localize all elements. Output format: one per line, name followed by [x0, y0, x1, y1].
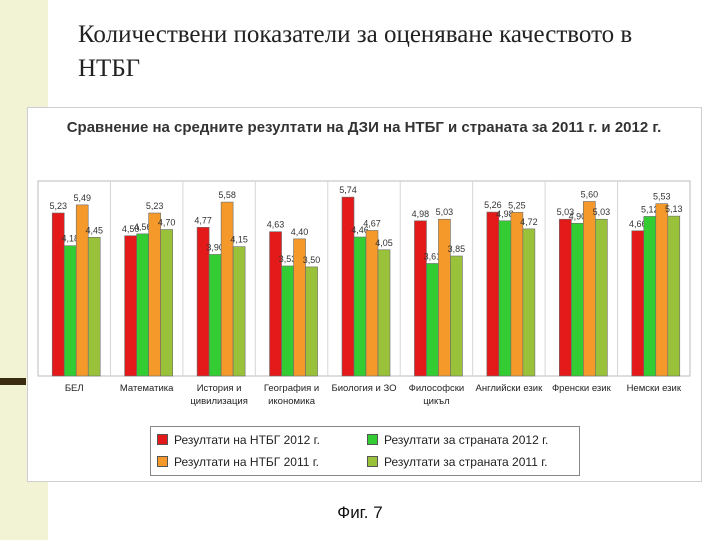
legend-item-ntbg-2011: Резултати на НТБГ 2011 г.: [157, 455, 319, 469]
data-label-country-2011: 4,72: [520, 217, 538, 227]
bar-country-2011: [377, 249, 391, 377]
slide-accent-bar: [0, 378, 26, 385]
legend-item-country-2012: Резултати за страната 2012 г.: [367, 433, 548, 447]
bar-country-2012: [136, 233, 149, 377]
legend-swatch-ntbg-2011: [157, 456, 168, 467]
bar-country-2011: [595, 218, 608, 377]
bar-country-2012: [281, 265, 294, 377]
bar-country-2011: [232, 246, 246, 377]
bar-ntbg-2011: [510, 212, 524, 377]
bar-country-2011: [87, 237, 101, 377]
chart-title: Сравнение на средните резултати на ДЗИ н…: [66, 119, 662, 136]
bar-ntbg-2012: [124, 235, 137, 377]
data-label-ntbg-2012: 4,98: [412, 209, 430, 219]
category-label: Философски: [409, 383, 465, 394]
data-label-ntbg-2011: 5,03: [436, 207, 454, 217]
data-label-ntbg-2012: 4,66: [629, 219, 647, 229]
bar-country-2012: [643, 216, 657, 377]
chart-legend: Резултати на НТБГ 2012 г. Резултати за с…: [150, 426, 580, 476]
bar-ntbg-2011: [148, 212, 161, 377]
data-label-country-2012: 3,90: [206, 242, 224, 252]
bar-country-2011: [667, 215, 681, 377]
data-label-ntbg-2012: 4,63: [267, 220, 285, 230]
data-label-country-2011: 3,50: [303, 255, 321, 265]
data-label-country-2012: 4,90: [569, 211, 587, 221]
data-label-ntbg-2012: 4,50: [122, 224, 140, 234]
data-label-country-2012: 4,18: [61, 234, 79, 244]
data-label-ntbg-2012: 4,77: [194, 215, 212, 225]
legend-label-country-2011: Резултати за страната 2011 г.: [384, 455, 548, 469]
data-label-country-2012: 5,12: [641, 204, 659, 214]
data-label-country-2012: 4,98: [496, 209, 514, 219]
data-label-ntbg-2012: 5,23: [49, 201, 67, 211]
data-label-ntbg-2011: 4,40: [291, 227, 309, 237]
data-label-ntbg-2011: 5,25: [508, 200, 526, 210]
bar-country-2011: [450, 255, 463, 377]
bar-country-2012: [498, 220, 512, 377]
bar-ntbg-2012: [631, 230, 645, 377]
bar-country-2011: [160, 229, 173, 377]
category-label: Немски език: [627, 383, 682, 394]
bar-ntbg-2012: [414, 220, 427, 377]
legend-label-country-2012: Резултати за страната 2012 г.: [384, 433, 549, 447]
data-label-ntbg-2012: 5,74: [339, 185, 357, 195]
bar-ntbg-2011: [365, 230, 379, 377]
bar-country-2011: [305, 266, 318, 377]
data-label-country-2011: 4,70: [158, 218, 176, 228]
bar-ntbg-2011: [655, 203, 669, 377]
category-label: Биология и ЗО: [331, 383, 396, 394]
category-label: Френски език: [552, 383, 612, 394]
legend-swatch-country-2012: [367, 434, 378, 445]
category-label: Английски език: [476, 383, 544, 394]
figure-caption: Фиг. 7: [337, 503, 383, 522]
bar-country-2012: [353, 236, 367, 377]
category-label: цивилизация: [190, 396, 247, 407]
data-label-ntbg-2011: 4,67: [363, 218, 381, 228]
bar-ntbg-2012: [559, 218, 572, 377]
data-label-country-2012: 4,56: [134, 222, 152, 232]
data-label-ntbg-2012: 5,03: [557, 207, 575, 217]
data-label-country-2011: 5,13: [665, 204, 683, 214]
data-label-country-2012: 4,46: [351, 225, 369, 235]
legend-item-ntbg-2012: Резултати на НТБГ 2012 г.: [157, 433, 320, 447]
slide-title: Количествени показатели за оценяване кач…: [78, 21, 633, 82]
category-label: БЕЛ: [65, 383, 84, 394]
bar-ntbg-2011: [220, 201, 234, 377]
category-label: Математика: [120, 383, 174, 394]
data-label-ntbg-2011: 5,49: [73, 193, 91, 203]
category-label: География и: [264, 383, 319, 394]
bar-ntbg-2011: [438, 218, 451, 377]
data-label-ntbg-2011: 5,60: [581, 189, 599, 199]
legend-swatch-ntbg-2012: [157, 434, 168, 445]
data-label-ntbg-2012: 5,26: [484, 200, 502, 210]
legend-label-ntbg-2011: Резултати на НТБГ 2011 г.: [174, 455, 320, 469]
category-label: икономика: [268, 396, 316, 407]
data-label-ntbg-2011: 5,53: [653, 192, 671, 202]
bar-country-2012: [208, 254, 222, 377]
bar-country-2012: [426, 263, 439, 377]
data-label-country-2011: 5,03: [593, 207, 611, 217]
legend-swatch-country-2011: [367, 456, 378, 467]
legend-item-country-2011: Резултати за страната 2011 г.: [367, 455, 547, 469]
bar-ntbg-2012: [341, 196, 355, 377]
bar-country-2012: [571, 222, 584, 377]
category-label: цикъл: [423, 396, 449, 407]
data-label-ntbg-2011: 5,23: [146, 201, 164, 211]
data-label-country-2011: 4,05: [375, 238, 393, 248]
bar-country-2012: [63, 245, 77, 377]
category-label: История и: [197, 383, 242, 394]
legend-label-ntbg-2012: Резултати на НТБГ 2012 г.: [174, 433, 320, 447]
data-label-country-2012: 3,53: [279, 254, 297, 264]
bar-country-2011: [522, 228, 536, 377]
bar-ntbg-2012: [486, 211, 500, 377]
bar-ntbg-2011: [583, 201, 596, 377]
data-label-country-2012: 3,61: [424, 251, 442, 261]
data-label-country-2011: 4,15: [230, 235, 248, 245]
data-label-country-2011: 4,45: [85, 225, 103, 235]
data-label-country-2011: 3,85: [448, 244, 466, 254]
data-label-ntbg-2011: 5,58: [218, 190, 236, 200]
